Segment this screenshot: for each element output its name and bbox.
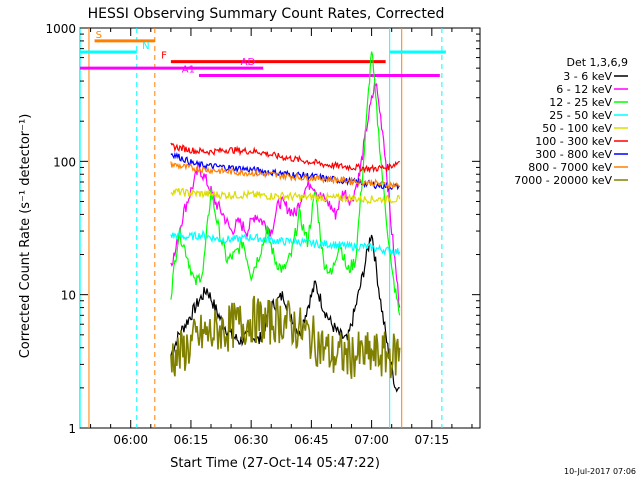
legend-label: 300 - 800 keV [535, 148, 612, 161]
series-line-5 [170, 187, 401, 205]
legend-label: 3 - 6 keV [563, 70, 612, 83]
legend-label: 100 - 300 keV [535, 135, 612, 148]
legend-label: 6 - 12 keV [556, 83, 612, 96]
y-tick-label: 1 [68, 422, 76, 436]
series-line-8 [170, 161, 400, 190]
legend-label: 12 - 25 keV [549, 96, 612, 109]
series-line-6 [170, 142, 400, 174]
legend-label: 50 - 100 keV [542, 122, 612, 135]
x-tick-label: 06:45 [294, 433, 329, 447]
x-tick-label: 07:00 [354, 433, 389, 447]
legend-title: Det 1,3,6,9 [566, 56, 628, 69]
chart-title: HESSI Observing Summary Count Rates, Cor… [88, 6, 445, 22]
plot-frame [79, 27, 481, 429]
x-axis-label: Start Time (27-Oct-14 05:47:22) [170, 456, 380, 471]
y-axis-label: Corrected Count Rate (s⁻¹ detector⁻¹) [18, 114, 33, 359]
flag-label: AD [241, 57, 256, 68]
legend-label: 7000 - 20000 keV [514, 174, 612, 187]
generation-date: 10-Jul-2017 07:06 [564, 467, 636, 476]
x-tick-label: 06:15 [174, 433, 209, 447]
series-line-1 [170, 234, 400, 393]
flag-label: F [161, 51, 167, 62]
series-line-9 [170, 295, 401, 379]
y-tick-label: 10 [61, 289, 76, 303]
plot-area: 06:00 06:15 06:30 06:45 07:00 07:15 1 10 100 1000… [45, 22, 481, 447]
series-line-7 [170, 151, 400, 191]
y-tick-label: 1000 [45, 22, 76, 36]
series-line-3 [170, 51, 401, 316]
x-tick-label: 06:00 [113, 433, 148, 447]
legend-label: 25 - 50 keV [549, 109, 612, 122]
x-tick-label: 06:30 [234, 433, 269, 447]
flag-label: S [96, 30, 102, 41]
x-tick-label: 07:15 [415, 433, 450, 447]
series-line-2 [170, 82, 401, 308]
y-tick-label: 100 [53, 155, 76, 169]
flag-label: N [142, 41, 149, 52]
series-line-4 [170, 229, 401, 257]
legend-label: 800 - 7000 keV [528, 161, 612, 174]
flag-label: A1 [182, 65, 195, 76]
